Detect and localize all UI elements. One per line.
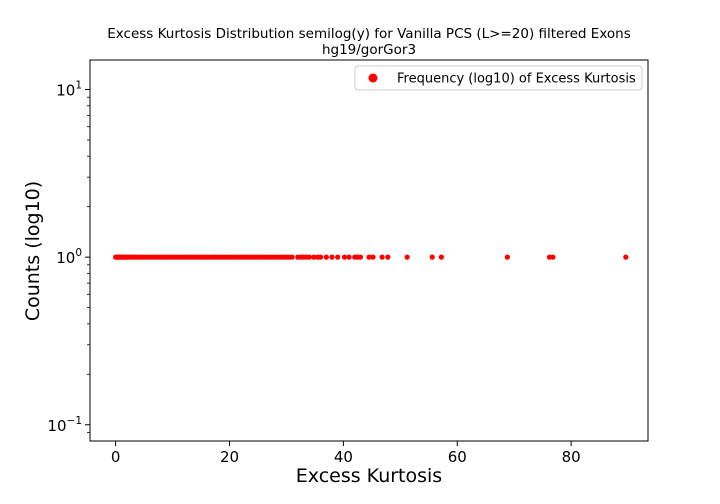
data-point [429, 254, 435, 260]
y-tick-exponent: 0 [75, 247, 82, 259]
plot-frame [89, 59, 649, 442]
x-axis-label: Excess Kurtosis [296, 465, 442, 487]
data-point [289, 254, 295, 260]
x-tick-label: 0 [111, 448, 121, 466]
x-axis: 0 20 40 60 80 [111, 441, 581, 466]
y-tick-label: 10−1 [47, 415, 82, 435]
chart-subtitle: hg19/gorGor3 [322, 42, 416, 58]
data-point [318, 254, 324, 260]
data-points [113, 254, 629, 260]
y-tick-base: 10 [47, 417, 66, 435]
x-tick-label: 20 [220, 448, 239, 466]
data-point [357, 254, 364, 260]
data-point [385, 254, 391, 260]
data-point [341, 254, 348, 260]
data-point [623, 254, 629, 260]
data-point [438, 254, 444, 260]
y-tick-base: 10 [56, 249, 75, 267]
data-point [550, 254, 556, 260]
data-point [323, 254, 329, 260]
data-point [329, 254, 335, 260]
data-point [346, 254, 352, 260]
y-tick-label: 101 [56, 80, 82, 100]
y-axis-label: Counts (log10) [22, 181, 44, 321]
x-tick-label: 80 [562, 448, 581, 466]
y-tick-exponent: 1 [75, 80, 82, 92]
chart-title: Excess Kurtosis Distribution semilog(y) … [107, 26, 631, 42]
data-point [370, 254, 376, 260]
data-point [311, 254, 317, 260]
data-point [306, 254, 312, 260]
data-point [404, 254, 410, 260]
legend-box [354, 65, 643, 91]
y-tick-exponent: −1 [67, 415, 82, 427]
y-tick-base: 10 [56, 82, 75, 100]
legend: Frequency (log10) of Excess Kurtosis [354, 65, 643, 91]
y-tick-label: 100 [56, 247, 82, 267]
data-point [366, 254, 372, 260]
x-tick-label: 60 [448, 448, 467, 466]
legend-label: Frequency (log10) of Excess Kurtosis [397, 72, 636, 87]
data-point [504, 254, 510, 260]
x-tick-label: 40 [334, 448, 353, 466]
data-point [335, 254, 341, 260]
data-point [379, 254, 385, 260]
legend-marker [368, 73, 378, 83]
